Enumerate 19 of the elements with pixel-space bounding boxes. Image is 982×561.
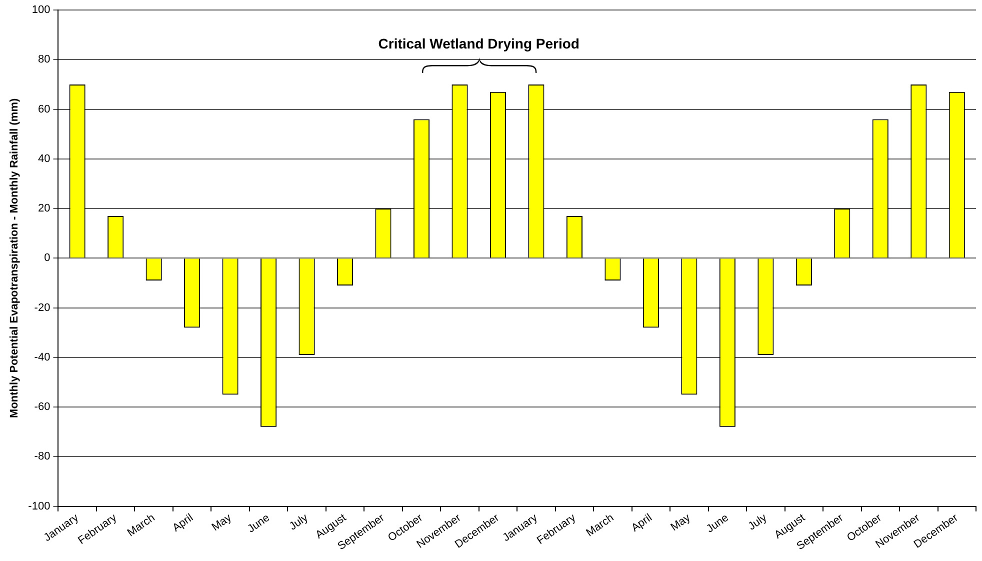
x-tick-label: May (668, 512, 694, 534)
x-tick-label: July (287, 512, 311, 533)
y-tick-label: 100 (32, 4, 50, 16)
y-tick-label: -40 (34, 351, 50, 364)
annotation: Critical Wetland Drying Period (378, 36, 580, 52)
x-tick-label: July (746, 512, 770, 533)
x-tick-label: June (704, 512, 731, 536)
y-tick-label: -60 (34, 401, 50, 414)
y-tick-label: 60 (38, 103, 50, 116)
y-tick-label: 0 (44, 252, 50, 264)
x-tick-label: May (210, 512, 234, 534)
y-tick-label: -100 (28, 500, 50, 512)
x-tick-label: June (246, 512, 272, 536)
y-tick-label: 20 (38, 202, 50, 215)
y-tick-label: -20 (34, 302, 50, 314)
y-tick-label: 40 (38, 152, 50, 165)
y-axis-title: Monthly Potential Evapotranspiration - Monthly Rainfall (mm) (8, 98, 21, 418)
y-tick-label: -80 (34, 450, 50, 463)
y-tick-label: 80 (38, 54, 50, 66)
